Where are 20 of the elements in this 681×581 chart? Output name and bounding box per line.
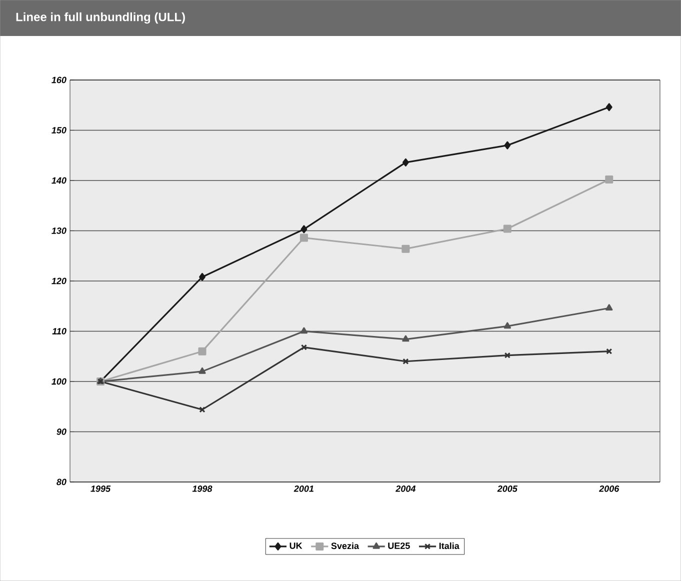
y-tick-label: 110 xyxy=(52,328,66,334)
y-tick-label: 80 xyxy=(56,478,66,486)
x-tick-label: 1998 xyxy=(192,486,212,492)
y-tick-label: 150 xyxy=(52,127,66,134)
y-tick-label: 100 xyxy=(52,378,66,385)
x-tick-label: 2005 xyxy=(497,486,518,492)
legend-label: Italia xyxy=(439,542,460,550)
x-tick-label: 1995 xyxy=(90,486,111,492)
y-tick-label: 90 xyxy=(56,428,66,435)
y-tick-label: 130 xyxy=(52,228,66,234)
y-tick-label: 160 xyxy=(52,76,66,84)
legend-label: UE25 xyxy=(388,542,410,549)
chart-title: Linee in full unbundling (ULL) xyxy=(16,12,185,24)
y-tick-label: 140 xyxy=(52,177,66,184)
x-tick-label: 2006 xyxy=(598,486,620,492)
legend-label: Svezia xyxy=(331,542,360,550)
x-tick-label: 2004 xyxy=(396,486,416,492)
x-tick-label: 2001 xyxy=(294,486,314,492)
y-tick-label: 120 xyxy=(52,278,66,284)
legend-label: UK xyxy=(290,542,302,549)
